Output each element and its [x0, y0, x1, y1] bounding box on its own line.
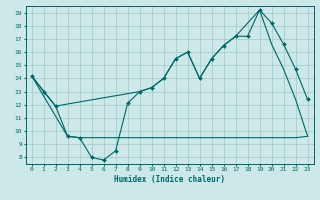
X-axis label: Humidex (Indice chaleur): Humidex (Indice chaleur)	[114, 175, 225, 184]
